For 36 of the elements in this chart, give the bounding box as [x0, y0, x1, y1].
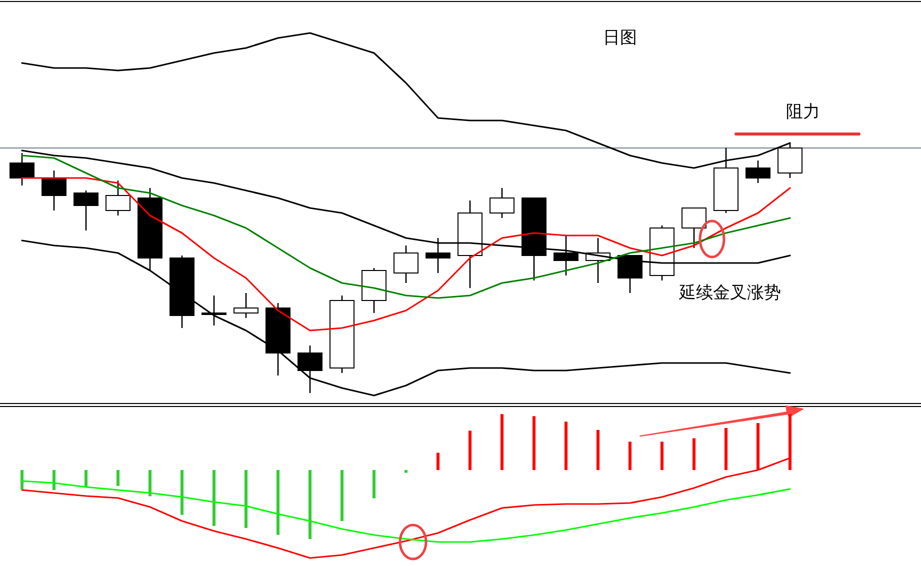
bar	[212, 470, 216, 526]
bar	[500, 414, 504, 470]
chart-title: 日图	[603, 28, 637, 47]
text: 阻力	[786, 102, 820, 121]
bar	[84, 470, 88, 488]
bar	[372, 470, 376, 498]
candlestick	[42, 170, 66, 212]
bar	[180, 470, 184, 515]
bar	[724, 428, 728, 470]
bar	[532, 416, 536, 470]
bar	[692, 438, 696, 470]
bar	[404, 470, 408, 473]
annotation: 延续金叉涨势	[678, 283, 781, 302]
bar	[468, 430, 472, 470]
bar	[148, 470, 152, 496]
candlestick	[746, 160, 770, 184]
bar	[244, 470, 248, 528]
candlestick	[394, 244, 418, 284]
candlestick	[682, 207, 706, 249]
candlestick	[74, 190, 98, 232]
candlestick	[298, 344, 322, 394]
bar	[308, 470, 312, 539]
candlestick	[106, 180, 130, 216]
bar	[628, 442, 632, 470]
candlestick	[202, 294, 226, 326]
bar	[660, 442, 664, 470]
candlestick	[234, 292, 258, 319]
bar	[276, 470, 280, 535]
bar	[340, 470, 344, 522]
bar	[564, 422, 568, 470]
candlestick	[490, 187, 514, 219]
bar	[20, 470, 24, 490]
bar	[116, 470, 120, 486]
bar	[436, 452, 440, 470]
bar	[52, 470, 56, 490]
bar	[596, 430, 600, 470]
